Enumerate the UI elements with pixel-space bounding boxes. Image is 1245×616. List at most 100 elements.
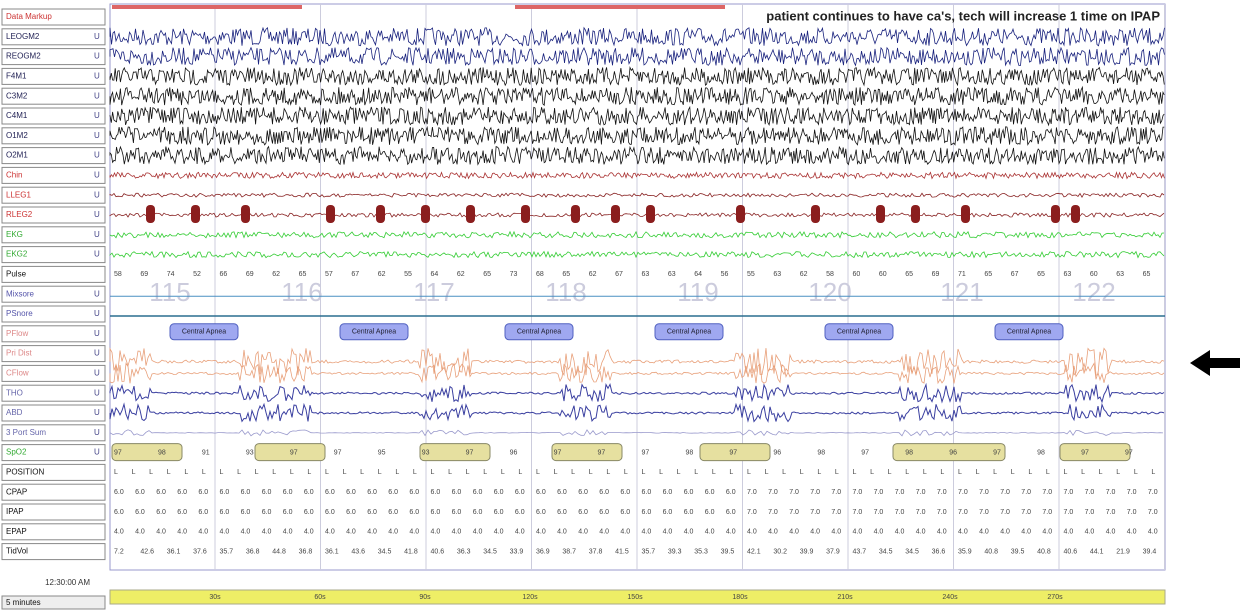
position-value: L xyxy=(976,469,980,476)
spo2-value: 91 xyxy=(202,449,210,456)
position-value: L xyxy=(325,469,329,476)
pulse-value: 65 xyxy=(562,271,570,278)
ipap-value: 6.0 xyxy=(198,509,208,516)
time-label: 150s xyxy=(627,594,643,601)
tidvol-value: 42.6 xyxy=(140,548,154,555)
channel-label: SpO2 xyxy=(6,448,27,457)
spo2-value: 97 xyxy=(861,449,869,456)
pulse-value: 63 xyxy=(642,271,650,278)
epoch-number: 122 xyxy=(1072,277,1115,307)
ipap-value: 7.0 xyxy=(747,509,757,516)
epap-value: 4.0 xyxy=(810,529,820,536)
cpap-value: 6.0 xyxy=(388,489,398,496)
tidvol-value: 7.2 xyxy=(114,548,124,555)
position-value: L xyxy=(1116,469,1120,476)
tidvol-value: 34.5 xyxy=(483,548,497,555)
tidvol-value: 36.8 xyxy=(299,548,313,555)
spo2-value: 98 xyxy=(158,449,166,456)
position-value: L xyxy=(1028,469,1032,476)
tidvol-value: 43.7 xyxy=(853,548,867,555)
pulse-value: 63 xyxy=(668,271,676,278)
pulse-value: 62 xyxy=(800,271,808,278)
cpap-value: 6.0 xyxy=(262,489,272,496)
position-value: L xyxy=(114,469,118,476)
spo2-value: 97 xyxy=(729,449,737,456)
cpap-value: 7.0 xyxy=(979,489,989,496)
channel-label: Mixsore xyxy=(6,289,35,298)
ipap-value: 6.0 xyxy=(135,509,145,516)
epap-value: 4.0 xyxy=(431,529,441,536)
pulse-value: 73 xyxy=(510,271,518,278)
position-value: L xyxy=(571,469,575,476)
position-value: L xyxy=(624,469,628,476)
epoch-select-label: 5 minutes xyxy=(6,598,41,607)
epoch-number: 121 xyxy=(940,277,983,307)
tidvol-value: 36.3 xyxy=(457,548,471,555)
epap-value: 4.0 xyxy=(663,529,673,536)
cpap-value: 6.0 xyxy=(452,489,462,496)
spo2-value: 97 xyxy=(290,449,298,456)
channel-label: LLEG1 xyxy=(6,190,31,199)
position-value: L xyxy=(729,469,733,476)
channel-label: EKG xyxy=(6,230,23,239)
position-value: L xyxy=(905,469,909,476)
ipap-value: 6.0 xyxy=(346,509,356,516)
annotation: patient continues to have ca's, tech wil… xyxy=(766,8,1160,23)
epap-value: 4.0 xyxy=(473,529,483,536)
tidvol-value: 43.6 xyxy=(351,548,365,555)
pulse-value: 65 xyxy=(1143,271,1151,278)
position-value: L xyxy=(606,469,610,476)
pulse-value: 60 xyxy=(1090,271,1098,278)
ekg-burst xyxy=(1071,205,1080,223)
pulse-value: 62 xyxy=(272,271,280,278)
epoch-number: 115 xyxy=(149,277,190,307)
tidvol-value: 36.9 xyxy=(536,548,550,555)
pulse-value: 65 xyxy=(905,271,913,278)
tidvol-value: 36.1 xyxy=(325,548,339,555)
position-value: L xyxy=(747,469,751,476)
channel-label: O2M1 xyxy=(6,151,28,160)
ipap-value: 7.0 xyxy=(1106,509,1116,516)
position-value: L xyxy=(888,469,892,476)
epoch-number: 120 xyxy=(808,277,851,307)
position-value: L xyxy=(184,469,188,476)
cpap-value: 7.0 xyxy=(895,489,905,496)
epap-value: 4.0 xyxy=(1127,529,1137,536)
pulse-value: 63 xyxy=(1064,271,1072,278)
ipap-value: 7.0 xyxy=(874,509,884,516)
pulse-value: 71 xyxy=(958,271,966,278)
ekg-burst xyxy=(811,205,820,223)
position-value: L xyxy=(448,469,452,476)
position-value: L xyxy=(1081,469,1085,476)
channel-label: RLEG2 xyxy=(6,210,33,219)
epap-value: 4.0 xyxy=(1021,529,1031,536)
pointer-arrow xyxy=(1190,350,1240,376)
ipap-value: 6.0 xyxy=(156,509,166,516)
cpap-value: 6.0 xyxy=(409,489,419,496)
epap-value: 4.0 xyxy=(409,529,419,536)
position-value: L xyxy=(923,469,927,476)
epap-value: 4.0 xyxy=(853,529,863,536)
spo2-value: 97 xyxy=(1125,449,1133,456)
epap-value: 4.0 xyxy=(346,529,356,536)
pulse-value: 64 xyxy=(431,271,439,278)
psg-viewer: Data MarkupLEOGM2UREOGM2UF4M1UC3M2UC4M1U… xyxy=(0,0,1245,611)
channel-icon: U xyxy=(94,329,100,338)
time-label: 210s xyxy=(837,594,853,601)
desat-event xyxy=(112,444,182,461)
position-value: L xyxy=(1134,469,1138,476)
pulse-value: 67 xyxy=(615,271,623,278)
cpap-value: 6.0 xyxy=(620,489,630,496)
epap-value: 4.0 xyxy=(241,529,251,536)
ekg-burst xyxy=(611,205,620,223)
pulse-value: 55 xyxy=(747,271,755,278)
position-value: L xyxy=(1046,469,1050,476)
ekg-burst xyxy=(241,205,250,223)
cpap-value: 7.0 xyxy=(768,489,778,496)
cpap-value: 6.0 xyxy=(642,489,652,496)
ekg-burst xyxy=(736,205,745,223)
channel-icon: U xyxy=(94,388,100,397)
channel-label: Pulse xyxy=(6,270,27,279)
position-value: L xyxy=(255,469,259,476)
tidvol-value: 44.1 xyxy=(1090,548,1104,555)
